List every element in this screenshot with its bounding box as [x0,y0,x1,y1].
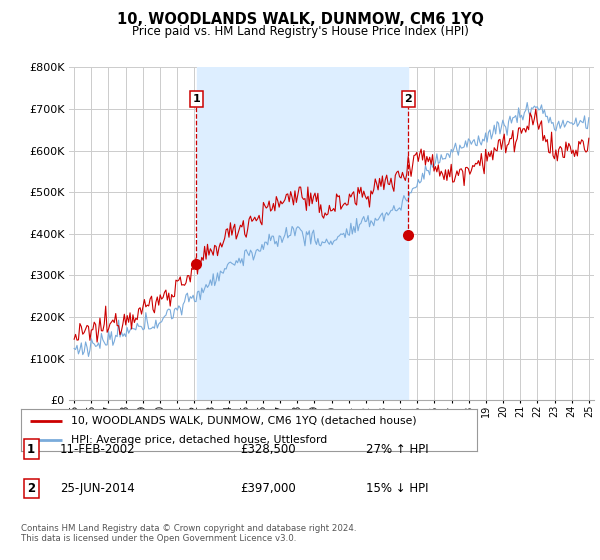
Text: 2: 2 [27,482,35,495]
Text: £397,000: £397,000 [240,482,296,495]
Text: 15% ↓ HPI: 15% ↓ HPI [366,482,428,495]
Text: Price paid vs. HM Land Registry's House Price Index (HPI): Price paid vs. HM Land Registry's House … [131,25,469,38]
Text: 10, WOODLANDS WALK, DUNMOW, CM6 1YQ (detached house): 10, WOODLANDS WALK, DUNMOW, CM6 1YQ (det… [71,416,417,426]
Text: 2: 2 [404,94,412,104]
Text: 10, WOODLANDS WALK, DUNMOW, CM6 1YQ: 10, WOODLANDS WALK, DUNMOW, CM6 1YQ [116,12,484,27]
Text: £328,500: £328,500 [240,442,296,456]
Text: 11-FEB-2002: 11-FEB-2002 [60,442,136,456]
Text: 25-JUN-2014: 25-JUN-2014 [60,482,135,495]
Text: 27% ↑ HPI: 27% ↑ HPI [366,442,428,456]
Text: Contains HM Land Registry data © Crown copyright and database right 2024.
This d: Contains HM Land Registry data © Crown c… [21,524,356,543]
Text: HPI: Average price, detached house, Uttlesford: HPI: Average price, detached house, Uttl… [71,435,328,445]
Text: 1: 1 [27,442,35,456]
Text: 1: 1 [193,94,200,104]
